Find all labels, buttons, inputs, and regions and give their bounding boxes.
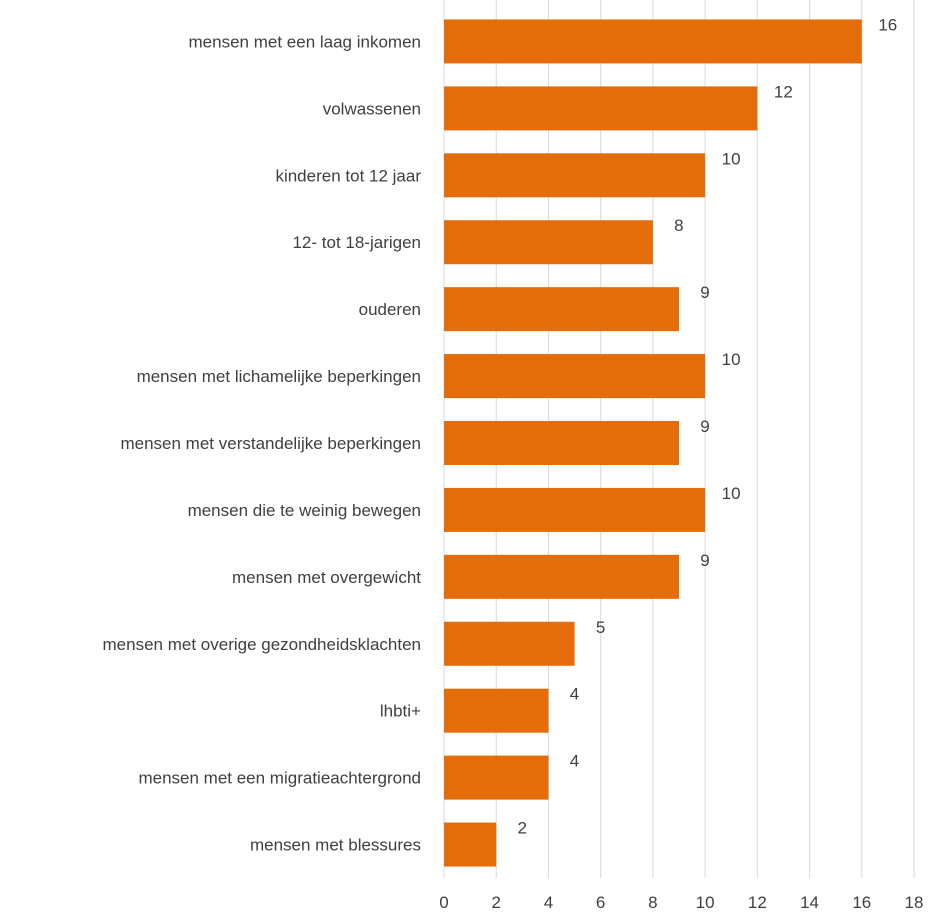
x-axis-tick-labels: 0 2 4 6 8 10 12 14 16 18 <box>439 893 923 912</box>
bars <box>444 19 862 867</box>
category-label: lhbti+ <box>380 702 421 721</box>
x-tick-label: 12 <box>748 893 767 912</box>
x-tick-label: 14 <box>800 893 819 912</box>
category-label: mensen met lichamelijke beperkingen <box>137 367 421 386</box>
x-tick-label: 4 <box>544 893 553 912</box>
category-label: mensen met een laag inkomen <box>189 32 421 51</box>
bar <box>444 688 549 733</box>
data-labels: 16 12 10 8 9 10 9 10 9 5 4 4 2 <box>517 15 897 837</box>
category-label: 12- tot 18-jarigen <box>292 233 421 252</box>
bar <box>444 153 706 198</box>
category-label: ouderen <box>359 300 421 319</box>
bar <box>444 421 679 465</box>
x-tick-label: 18 <box>905 893 924 912</box>
bar <box>444 554 679 599</box>
category-label: mensen met een migratieachtergrond <box>138 769 421 788</box>
data-label: 9 <box>700 417 709 436</box>
category-labels: mensen met een laag inkomen volwassenen ki… <box>103 32 422 854</box>
category-label: mensen met overige gezondheidsklachten <box>103 635 421 654</box>
data-label: 16 <box>878 15 897 34</box>
bar <box>444 220 653 265</box>
data-label: 9 <box>700 551 709 570</box>
bar <box>444 755 549 800</box>
x-tick-label: 2 <box>491 893 500 912</box>
category-label: mensen met verstandelijke beperkingen <box>120 434 421 453</box>
bar <box>444 86 758 131</box>
data-label: 9 <box>700 283 709 302</box>
data-label: 5 <box>596 618 605 637</box>
data-label: 10 <box>722 149 741 168</box>
data-label: 10 <box>722 484 741 503</box>
bar <box>444 822 497 867</box>
bar <box>444 19 862 64</box>
data-label: 12 <box>774 82 793 101</box>
data-label: 8 <box>674 216 683 235</box>
category-label: mensen die te weinig bewegen <box>188 501 421 520</box>
x-tick-label: 10 <box>696 893 715 912</box>
x-tick-label: 8 <box>648 893 657 912</box>
x-tick-label: 0 <box>439 893 448 912</box>
data-label: 4 <box>570 685 579 704</box>
x-tick-label: 16 <box>852 893 871 912</box>
bar <box>444 621 575 666</box>
category-label: mensen met overgewicht <box>232 568 421 587</box>
bar <box>444 287 679 332</box>
data-label: 4 <box>570 752 579 771</box>
category-label: kinderen tot 12 jaar <box>275 166 421 185</box>
data-label: 2 <box>517 819 526 838</box>
x-tick-label: 6 <box>596 893 605 912</box>
category-label: mensen met blessures <box>250 836 421 855</box>
bar <box>444 487 706 532</box>
data-label: 10 <box>722 350 741 369</box>
bar <box>444 354 706 399</box>
category-label: volwassenen <box>323 99 421 118</box>
